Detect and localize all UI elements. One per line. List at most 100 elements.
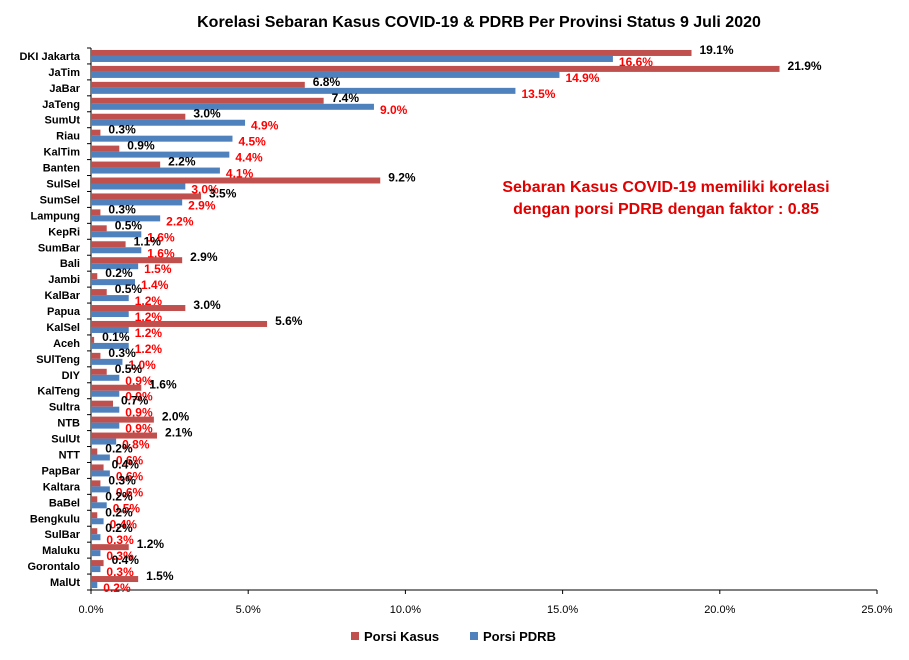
x-tick-label: 20.0% (704, 604, 735, 616)
data-label-porsi-pdrb: 1.4% (141, 278, 169, 292)
bar-porsi-kasus (91, 273, 98, 280)
data-label-porsi-pdrb: 0.3% (106, 565, 134, 579)
category-label: SulBar (45, 529, 81, 541)
bar-porsi-kasus (91, 241, 126, 248)
bar-porsi-pdrb (91, 534, 101, 541)
bar-porsi-kasus (91, 400, 114, 407)
bar-porsi-kasus (91, 129, 101, 136)
bar-porsi-kasus (91, 432, 158, 439)
data-label-porsi-kasus: 0.5% (115, 282, 143, 296)
data-label-porsi-pdrb: 1.5% (144, 262, 172, 276)
data-label-porsi-kasus: 0.3% (108, 202, 136, 216)
category-label: JaBar (49, 83, 80, 95)
data-label-porsi-kasus: 2.2% (168, 155, 196, 169)
bar-porsi-pdrb (91, 486, 110, 493)
data-label-porsi-pdrb: 4.4% (235, 151, 263, 165)
bar-porsi-kasus (91, 560, 104, 567)
bar-porsi-kasus (91, 336, 95, 343)
category-label: Maluku (42, 545, 80, 557)
bar-porsi-kasus (91, 480, 101, 487)
data-label-porsi-kasus: 0.2% (105, 489, 133, 503)
bar-porsi-pdrb (91, 582, 98, 589)
bar-porsi-pdrb (91, 358, 123, 365)
bar-porsi-pdrb (91, 518, 104, 525)
data-label-porsi-pdrb: 0.6% (116, 469, 144, 483)
bar-porsi-kasus (91, 209, 101, 216)
bar-porsi-kasus (91, 320, 268, 327)
data-label-porsi-pdrb: 4.1% (226, 167, 254, 181)
bar-porsi-pdrb (91, 71, 560, 78)
bar-porsi-pdrb (91, 55, 613, 62)
bar-porsi-kasus (91, 193, 202, 200)
legend: Porsi Kasus Porsi PDRB (351, 629, 556, 644)
x-tick-label: 25.0% (861, 604, 892, 616)
data-label-porsi-pdrb: 1.2% (135, 342, 163, 356)
bar-porsi-pdrb (91, 342, 129, 349)
category-label: Gorontalo (27, 561, 80, 573)
category-label: SumUt (45, 115, 81, 127)
category-label: JaTim (48, 67, 80, 79)
data-label-porsi-pdrb: 14.9% (565, 71, 599, 85)
bar-porsi-pdrb (91, 231, 142, 238)
bar-porsi-pdrb (91, 87, 516, 94)
category-label: Sultra (49, 402, 81, 414)
category-label: NTB (57, 418, 80, 430)
data-label-porsi-pdrb: 0.9% (125, 390, 153, 404)
data-label-porsi-pdrb: 0.9% (125, 422, 153, 436)
bar-porsi-pdrb (91, 199, 183, 206)
bar-porsi-pdrb (91, 422, 120, 429)
data-label-porsi-pdrb: 0.3% (106, 533, 134, 547)
data-label-porsi-kasus: 3.0% (193, 107, 221, 121)
bar-porsi-kasus (91, 416, 154, 423)
data-label-porsi-pdrb: 4.9% (251, 119, 279, 133)
x-tick-label: 0.0% (78, 604, 103, 616)
x-tick-label: 10.0% (390, 604, 421, 616)
bar-porsi-pdrb (91, 295, 129, 302)
data-label-porsi-pdrb: 16.6% (619, 55, 653, 69)
bar-porsi-kasus (91, 384, 142, 391)
bar-porsi-pdrb (91, 502, 107, 509)
category-label: SumSel (40, 194, 80, 206)
data-label-porsi-kasus: 0.9% (127, 139, 155, 153)
bar-porsi-kasus (91, 496, 98, 503)
data-label-porsi-pdrb: 2.9% (188, 198, 216, 212)
bar-porsi-kasus (91, 65, 780, 72)
data-label-porsi-pdrb: 9.0% (380, 103, 408, 117)
data-label-porsi-kasus: 0.2% (105, 442, 133, 456)
bar-porsi-kasus (91, 97, 324, 104)
data-label-porsi-pdrb: 0.6% (116, 454, 144, 468)
data-label-porsi-pdrb: 1.2% (135, 310, 163, 324)
bar-porsi-pdrb (91, 247, 142, 254)
bar-porsi-pdrb (91, 215, 161, 222)
bar-porsi-kasus (91, 145, 120, 152)
bar-porsi-pdrb (91, 374, 120, 381)
data-label-porsi-pdrb: 2.2% (166, 214, 194, 228)
category-label: KalBar (45, 290, 81, 302)
bar-porsi-kasus (91, 368, 107, 375)
data-label-porsi-kasus: 1.2% (137, 537, 165, 551)
data-label-porsi-pdrb: 3.0% (191, 183, 219, 197)
data-label-porsi-pdrb: 0.3% (106, 549, 134, 563)
data-label-porsi-pdrb: 0.6% (116, 485, 144, 499)
bar-porsi-pdrb (91, 390, 120, 397)
data-label-porsi-kasus: 9.2% (388, 171, 416, 185)
bar-porsi-kasus (91, 113, 186, 120)
annotation-line-1: Sebaran Kasus COVID-19 memiliki korelasi (502, 179, 829, 196)
bar-porsi-pdrb (91, 183, 186, 190)
data-label-porsi-pdrb: 0.2% (103, 581, 131, 595)
category-label: KalTim (44, 147, 81, 159)
data-label-porsi-kasus: 2.9% (190, 250, 218, 264)
data-label-porsi-pdrb: 13.5% (521, 87, 555, 101)
category-label: Aceh (53, 338, 80, 350)
data-label-porsi-pdrb: 1.2% (135, 294, 163, 308)
category-label: Banten (43, 163, 81, 175)
bar-porsi-kasus (91, 576, 139, 583)
bar-porsi-pdrb (91, 167, 220, 174)
bar-porsi-kasus (91, 528, 98, 535)
bar-porsi-pdrb (91, 566, 101, 573)
bar-porsi-pdrb (91, 279, 136, 286)
data-label-porsi-kasus: 1.1% (134, 234, 162, 248)
bar-porsi-kasus (91, 448, 98, 455)
bar-porsi-kasus (91, 289, 107, 296)
category-label: SumBar (38, 242, 81, 254)
